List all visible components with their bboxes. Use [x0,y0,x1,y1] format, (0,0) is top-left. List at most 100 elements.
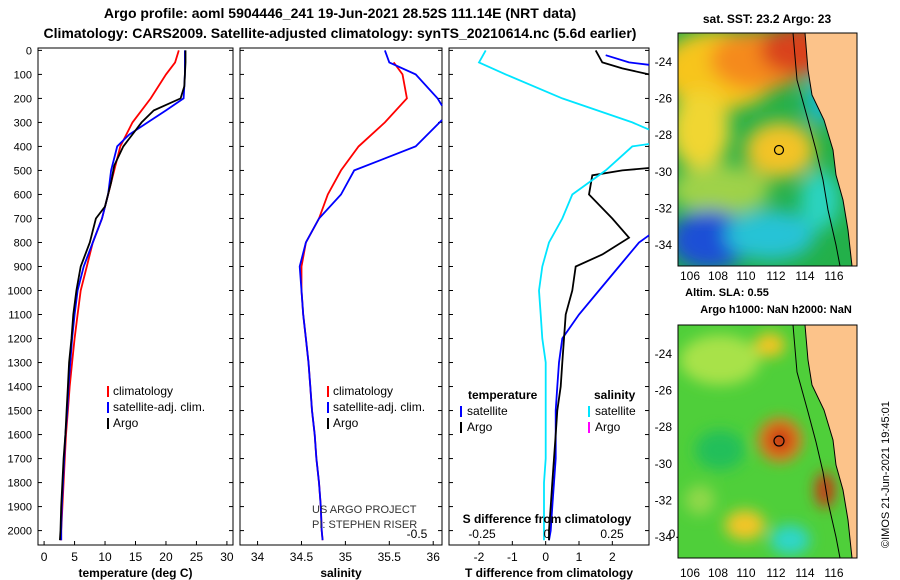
x-tick-label: -1 [507,550,518,564]
depth-tick-label: 300 [14,117,32,129]
depth-tick-label: 2000 [8,526,32,538]
legend-label: Argo [333,416,359,430]
depth-tick-label: 1400 [8,382,32,394]
depth-tick-label: 1200 [8,334,32,346]
sla-map-title-2: Argo h1000: NaN h2000: NaN [700,304,852,316]
sst-map-frame [677,32,858,267]
x-tick-label: 15 [129,550,143,564]
salinity-panel-frame [239,47,443,546]
depth-tick-label: 700 [14,213,32,225]
legend-header-temperature: temperature [468,388,538,402]
depth-tick-label: 1100 [8,310,32,322]
depth-tick-label: 1800 [8,478,32,490]
x-axis-label: T difference from climatology [465,566,633,580]
legend-label: Argo [595,420,621,434]
x-tick-label: 35.5 [378,550,402,564]
depth-tick-label: 1900 [8,502,32,514]
map-y-tick-label: -24 [655,347,673,361]
depth-tick-label: 800 [14,237,32,249]
sst-map-title: sat. SST: 23.2 Argo: 23 [703,12,832,26]
map-y-tick-label: -30 [655,165,673,179]
series-line-salinity-satellite-mid- [538,143,650,541]
sla-map-title-1: Altim. SLA: 0.55 [685,287,769,299]
map-y-tick-label: -32 [655,493,673,507]
map-x-tick-label: 108 [708,269,728,283]
x-tick-label: 34 [251,550,265,564]
map-x-tick-label: 106 [680,269,700,283]
depth-tick-label: 1000 [8,285,32,297]
x-axis-label: temperature (deg C) [78,566,192,580]
map-x-tick-label: 116 [824,566,843,580]
x-tick-label: 10 [98,550,112,564]
map-x-tick-label: 110 [736,269,755,283]
depth-tick-label: 900 [14,261,32,273]
legend-label: climatology [333,384,393,398]
map-x-tick-label: 108 [708,566,728,580]
series-line-climatology [60,50,180,541]
x-tick-label: 25 [190,550,204,564]
depth-tick-label: 400 [14,141,32,153]
map-y-tick-label: -28 [655,420,673,434]
map-y-tick-label: -26 [655,384,673,398]
series-line-satellite-adj-clim- [384,50,443,107]
difference-panel-frame [448,47,650,546]
legend-label: climatology [113,384,173,398]
map-y-tick-label: -30 [655,457,673,471]
legend-label: Argo [113,416,139,430]
float-position-marker [773,435,785,447]
x-tick-label: -2 [474,550,485,564]
map-x-tick-label: 116 [824,269,843,283]
temperature-panel-frame [37,47,234,546]
title-line-1: Argo profile: aoml 5904446_241 19-Jun-20… [103,5,577,21]
map-y-tick-label: -32 [655,201,673,215]
depth-tick-label: 200 [14,93,32,105]
x-axis-label: salinity [320,566,362,580]
x-tick-label: 36 [427,550,441,564]
x-tick-label: 35 [339,550,353,564]
map-y-tick-label: -34 [655,238,673,252]
depth-tick-label: 600 [14,189,32,201]
depth-tick-label: 0 [26,45,32,57]
series-line-temperature-satellite-mid- [548,234,650,541]
map-x-tick-label: 110 [736,566,755,580]
series-line-argo [59,50,187,541]
series-line-temperature-satellite [605,54,650,66]
x-tick-label: 0 [41,550,48,564]
x-tick-label: 30 [220,550,234,564]
series-line-salinity-satellite [477,49,650,131]
depth-tick-label: 100 [14,69,32,81]
depth-tick-label: 1700 [8,454,32,466]
legend-header-salinity: salinity [594,388,636,402]
legend-label: satellite-adj. clim. [333,400,425,414]
credit-label: ©IMOS 21-Jun-2021 19:45:01 [880,401,892,548]
map-x-tick-label: 112 [766,566,785,580]
series-line-temperature-argo [594,49,650,76]
title-line-2: Climatology: CARS2009. Satellite-adjuste… [43,25,637,41]
project-annotation: US ARGO PROJECT [312,504,417,516]
depth-tick-label: 500 [14,165,32,177]
sst-map [678,33,857,266]
map-y-tick-label: -26 [655,92,673,106]
s-tick-label: 0 [544,527,551,541]
legend-label: satellite-adj. clim. [113,400,205,414]
float-position-marker [773,144,785,156]
map-x-tick-label: 114 [795,566,814,580]
project-annotation: PI: STEPHEN RISER [312,519,417,531]
legend-label: satellite [595,404,636,418]
depth-tick-label: 1500 [8,406,32,418]
sla-map [678,325,857,558]
x-tick-label: 20 [159,550,173,564]
x-tick-label: 2 [609,550,616,564]
x-tick-label: 0 [542,550,549,564]
map-x-tick-label: 112 [766,269,785,283]
s-tick-label: 0.25 [600,527,624,541]
depth-tick-label: 1300 [8,358,32,370]
s-tick-label: -0.5 [407,527,428,541]
legend-label: satellite [467,404,508,418]
series-line-satellite-adj-clim-deep- [298,119,443,541]
x-tick-label: 5 [71,550,78,564]
s-tick-label: -0.25 [468,527,496,541]
map-y-tick-label: -28 [655,128,673,142]
legend-label: Argo [467,420,493,434]
